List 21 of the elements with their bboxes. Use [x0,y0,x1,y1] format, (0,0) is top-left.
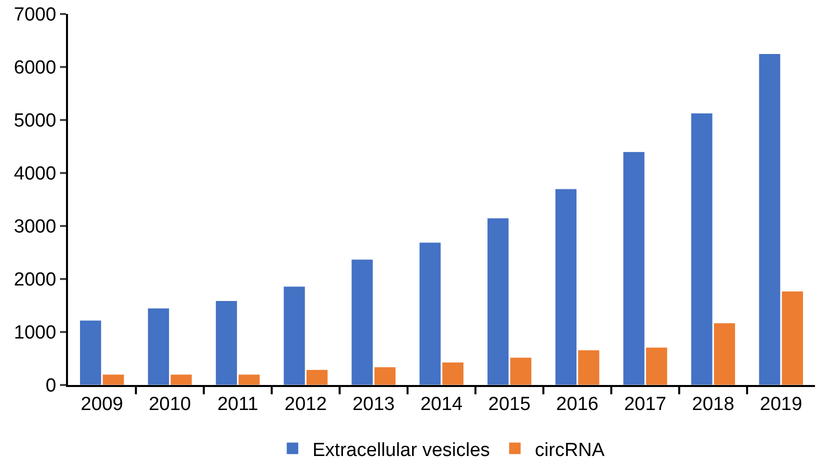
legend-label: circRNA [534,440,605,461]
y-tick-label: 1000 [14,322,56,344]
x-tick-label: 2019 [760,394,802,415]
y-tick-label: 5000 [14,110,56,132]
x-tick-label: 2017 [624,394,666,415]
x-tick-label: 2012 [284,394,327,415]
x-tick-label: 2014 [420,394,464,415]
y-tick-label: 6000 [14,58,56,79]
x-tick-label: 2015 [488,394,531,415]
y-tick-label: 3000 [14,216,56,238]
y-tick-label: 4000 [14,164,56,185]
x-tick-label: 2013 [352,394,395,415]
x-tick-label: 2016 [556,394,598,415]
y-tick-label: 2000 [14,270,56,291]
x-tick-label: 2011 [217,394,258,415]
legend-label: Extracellular vesicles [312,440,490,461]
y-tick-label: 0 [46,376,56,397]
x-tick-label: 2009 [80,394,124,415]
x-tick-label: 2018 [692,394,734,415]
x-tick-label: 2010 [148,394,191,415]
y-tick-label: 7000 [14,4,56,26]
